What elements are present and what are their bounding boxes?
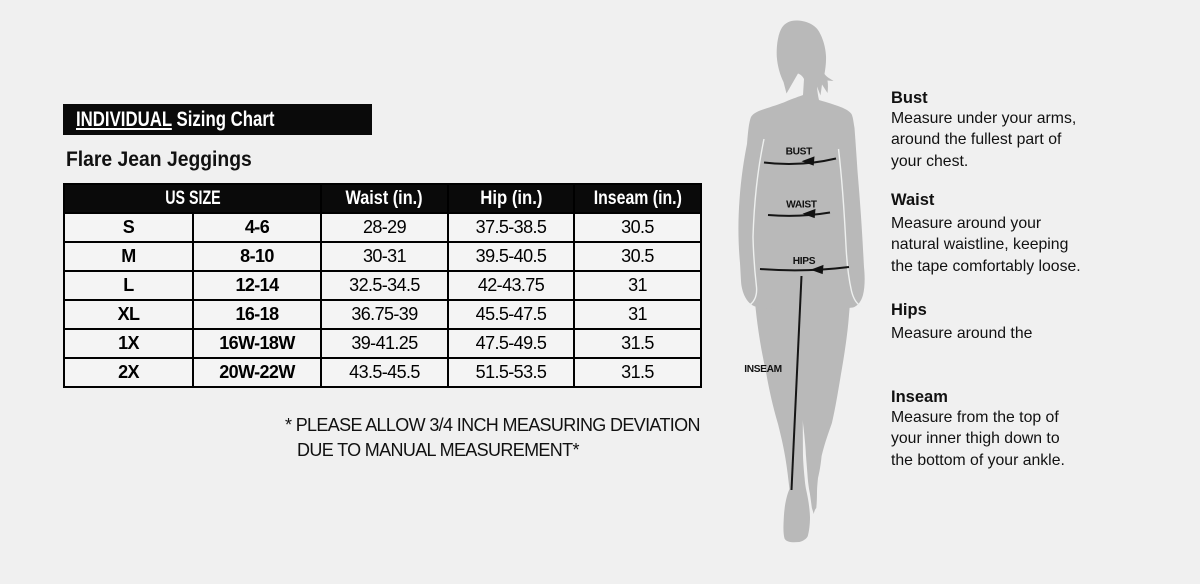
svg-text:BUST: BUST <box>786 146 813 157</box>
svg-text:HIPS: HIPS <box>793 256 816 267</box>
svg-text:WAIST: WAIST <box>786 199 818 210</box>
svg-text:INSEAM: INSEAM <box>744 364 782 375</box>
